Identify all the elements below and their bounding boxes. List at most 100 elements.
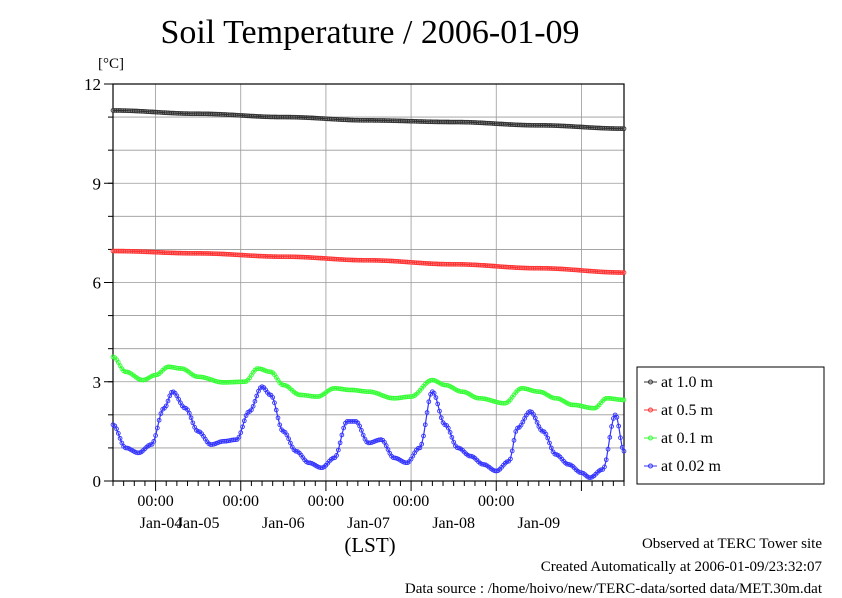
series-point-d002 [509, 448, 515, 454]
series-point-d002 [337, 440, 343, 446]
series-point-d002 [284, 432, 290, 438]
series-line-d002 [112, 386, 625, 479]
series-point-d002 [153, 433, 158, 438]
x-time-label: 00:00 [137, 493, 173, 510]
series-point-d002 [618, 435, 623, 441]
series-point-d002 [602, 464, 607, 470]
series-point-d002 [252, 398, 258, 404]
y-tick-label: 12 [84, 75, 101, 94]
series-point-d002 [545, 435, 551, 441]
series-point-d002 [424, 410, 430, 415]
series-point-d002 [288, 440, 293, 446]
series-point-d002 [334, 453, 339, 458]
series-point-d002 [360, 432, 366, 438]
series-point-d002 [534, 419, 540, 425]
series-point-d002 [249, 407, 254, 413]
series-point-d002 [188, 415, 194, 421]
series-point-d002 [417, 445, 423, 451]
series-point-d002 [115, 430, 121, 436]
x-axis-label: (LST) [344, 533, 396, 557]
legend-swatch-marker [648, 407, 653, 413]
series-point-d002 [543, 431, 549, 437]
series-point-d002 [341, 425, 347, 431]
series-point-d002 [605, 446, 611, 452]
series-point-d002 [167, 393, 173, 399]
x-date-label: Jan-06 [262, 515, 305, 532]
grid-lines [113, 83, 624, 482]
x-time-label: 00:00 [393, 493, 429, 510]
series-point-d002 [277, 422, 283, 428]
x-time-label: 00:00 [223, 493, 259, 510]
series-point-d002 [286, 436, 292, 442]
legend-label: at 0.1 m [661, 430, 714, 447]
series-point-d002 [508, 456, 513, 462]
series-d100 [110, 108, 627, 132]
series-point-d002 [511, 437, 517, 443]
series-point-d002 [236, 434, 242, 440]
series-point-d002 [240, 424, 245, 430]
x-date-label: Jan-04 [140, 515, 183, 532]
y-axis-unit: [°C] [98, 56, 124, 72]
legend-swatch-marker [648, 435, 653, 441]
series-point-d002 [155, 425, 160, 431]
x-date-label: Jan-07 [347, 515, 390, 532]
chart-title: Soil Temperature / 2006-01-09 [160, 14, 580, 51]
series-d010 [110, 354, 627, 411]
series-point-d002 [616, 423, 622, 429]
series-point-d100 [621, 126, 627, 132]
footer-created: Created Automatically at 2006-01-09/23:3… [540, 559, 822, 575]
series-line-d010 [112, 356, 624, 409]
series-point-d002 [385, 447, 391, 452]
series-point-d002 [435, 401, 441, 407]
series-point-d002 [359, 427, 364, 433]
series-point-d002 [357, 423, 362, 429]
series-point-d002 [117, 435, 123, 441]
legend-label: at 0.02 m [661, 458, 722, 475]
series-point-d002 [532, 415, 538, 421]
footer-observed: Observed at TERC Tower site [641, 536, 822, 552]
series-point-d002 [520, 419, 526, 425]
series-point-d002 [273, 407, 279, 413]
series-point-d002 [158, 411, 164, 416]
series-point-d002 [421, 433, 426, 439]
series-point-d002 [186, 410, 192, 416]
series-d002 [110, 384, 627, 481]
x-date-label: Jan-08 [432, 515, 475, 532]
series-point-d002 [619, 445, 625, 450]
series-point-d002 [603, 457, 609, 463]
y-tick-label: 6 [93, 274, 102, 293]
series-point-d002 [614, 414, 620, 420]
series-point-d002 [163, 403, 169, 409]
y-tick-label: 0 [93, 472, 102, 491]
series-point-d002 [165, 398, 171, 404]
y-tick-label: 9 [93, 174, 102, 193]
series-point-d002 [241, 418, 247, 424]
legend-label: at 1.0 m [661, 374, 714, 391]
series-point-d050 [621, 270, 627, 275]
plot-frame [112, 83, 625, 482]
series-point-d010 [619, 397, 625, 403]
series-point-d002 [609, 424, 614, 429]
series-point-d002 [548, 445, 554, 451]
series-point-d002 [272, 400, 277, 406]
series-point-d050 [619, 270, 625, 275]
y-tick-label: 3 [93, 373, 102, 392]
series-point-d002 [433, 395, 439, 400]
footer-source: Data source : /home/hoivo/new/TERC-data/… [404, 581, 822, 597]
legend-swatch-marker [648, 463, 653, 469]
series-point-d002 [335, 447, 341, 453]
series-point-d002 [238, 430, 244, 435]
series-point-d002 [383, 443, 389, 448]
series-point-d002 [151, 438, 157, 444]
series-point-d002 [176, 396, 181, 402]
x-date-label: Jan-05 [177, 515, 220, 532]
x-time-label: 00:00 [308, 493, 344, 510]
series-point-d002 [438, 415, 444, 421]
series-point-d002 [449, 434, 455, 440]
series-point-d002 [156, 417, 162, 423]
series-point-d002 [531, 412, 536, 417]
series-point-d002 [451, 439, 457, 445]
series-point-d002 [114, 426, 119, 432]
series-point-d002 [437, 408, 442, 414]
